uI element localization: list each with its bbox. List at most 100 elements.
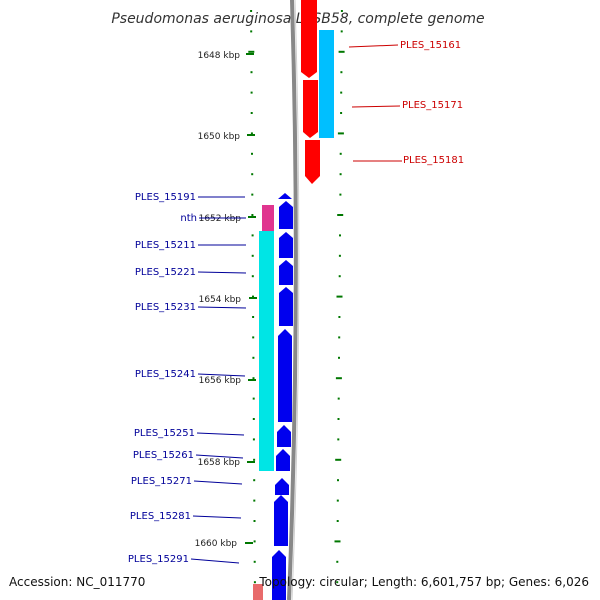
map-title: Pseudomonas aeruginosa LESB58, complete … <box>111 11 484 27</box>
label-leader-ples-15281 <box>192 515 242 519</box>
scale-tick <box>250 30 253 33</box>
kbp-label-1660: 1660 kbp <box>195 539 238 549</box>
label-ples-15261[interactable]: PLES_15261 <box>133 450 194 461</box>
reverse-labels: PLES_15191 nth PLES_15211 PLES_15221 PLE… <box>128 192 247 565</box>
label-ples-15221[interactable]: PLES_15221 <box>135 267 196 278</box>
accession-text: Accession: NC_011770 <box>9 575 145 589</box>
scale-tick <box>335 377 342 380</box>
forward-gene-ples-15161[interactable] <box>301 0 317 78</box>
scale-tick <box>338 254 341 257</box>
label-ples-15211[interactable]: PLES_15211 <box>135 240 196 251</box>
forward-cds-bar <box>319 30 334 138</box>
rna-feature-nth[interactable] <box>262 205 274 231</box>
reverse-gene-ples-15251[interactable] <box>277 425 291 447</box>
scale-tick <box>248 50 255 53</box>
scale-tick <box>251 254 254 257</box>
reverse-gene-ples-15191[interactable] <box>278 193 292 199</box>
label-leader-ples-15231 <box>197 306 247 309</box>
scale-tick <box>337 214 344 216</box>
scale-tick <box>252 336 255 339</box>
scale-tick <box>252 356 255 359</box>
label-ples-15231[interactable]: PLES_15231 <box>135 302 196 313</box>
scale-tick <box>340 10 343 12</box>
scale-tick <box>338 336 341 339</box>
scale-tick <box>337 132 344 135</box>
kbp-label-1656: 1656 kbp <box>199 376 242 386</box>
kbp-label-1652: 1652 kbp <box>199 214 242 224</box>
label-ples-15271[interactable]: PLES_15271 <box>131 476 192 487</box>
label-ples-15181[interactable]: PLES_15181 <box>403 155 464 166</box>
label-ples-15281[interactable]: PLES_15281 <box>130 511 191 522</box>
scale-tick <box>337 418 340 420</box>
scale-tick <box>338 356 340 359</box>
scale-tick <box>253 520 256 522</box>
label-leader-ples-15261 <box>195 454 244 459</box>
reverse-gene-ples-15281[interactable] <box>274 495 288 546</box>
scale-tick <box>334 540 341 543</box>
scale-tick <box>251 214 254 216</box>
reverse-gene-ples-15231[interactable] <box>279 287 293 326</box>
scale-tick <box>336 499 339 502</box>
label-ples-15251[interactable]: PLES_15251 <box>134 428 195 439</box>
scale-tick <box>253 540 256 543</box>
forward-gene-ples-15171[interactable] <box>303 80 318 138</box>
scale-tick <box>253 479 256 482</box>
outer-scale-track <box>334 10 345 584</box>
scale-tick <box>337 397 340 400</box>
genome-summary-text: Topology: circular; Length: 6,601,757 bp… <box>258 575 589 589</box>
scale-tick <box>338 316 341 318</box>
scale-tick <box>251 234 254 237</box>
genome-backbone-highlight <box>291 0 300 600</box>
scale-tick <box>252 418 255 420</box>
scale-tick <box>251 152 253 155</box>
scale-tick <box>252 438 255 441</box>
reverse-gene-ples-15211[interactable] <box>279 232 293 258</box>
scale-tick <box>336 560 339 563</box>
reverse-gene-ples-15291[interactable] <box>272 550 286 600</box>
kbp-tick-1650 <box>247 134 255 136</box>
label-ples-15241[interactable]: PLES_15241 <box>135 369 196 380</box>
scale-tick <box>251 173 254 176</box>
scale-tick <box>252 295 254 298</box>
kbp-tick-1648 <box>246 53 254 55</box>
scale-tick <box>339 234 341 237</box>
scale-tick <box>250 10 253 12</box>
scale-tick <box>337 438 340 441</box>
label-leader-ples-15291 <box>190 558 240 564</box>
label-ples-15171[interactable]: PLES_15171 <box>402 100 463 111</box>
scale-tick <box>250 71 253 74</box>
label-ples-15161[interactable]: PLES_15161 <box>400 40 461 51</box>
scale-tick <box>340 91 343 94</box>
scale-tick <box>252 377 255 380</box>
forward-gene-ples-15181[interactable] <box>305 140 320 184</box>
inner-scale-track <box>248 10 256 584</box>
scale-tick <box>336 520 339 522</box>
scale-tick <box>339 173 342 176</box>
label-leader-ples-15271 <box>193 480 243 485</box>
reverse-gene-nth[interactable] <box>279 201 293 229</box>
reverse-gene-ples-15261[interactable] <box>276 449 290 471</box>
genome-backbone <box>287 0 298 600</box>
kbp-tick-1652 <box>248 216 256 218</box>
scale-tick <box>251 275 254 278</box>
scale-tick <box>252 397 255 400</box>
reverse-gene-ples-15271[interactable] <box>275 478 289 495</box>
scale-tick <box>253 560 256 563</box>
label-leader-ples-15251 <box>196 432 245 436</box>
kbp-label-1654: 1654 kbp <box>199 295 242 305</box>
reverse-gene-ples-15241[interactable] <box>278 329 292 422</box>
label-nth[interactable]: nth <box>180 213 197 224</box>
label-leader-ples-15241 <box>197 373 246 377</box>
label-leader-ples-15161 <box>348 44 399 48</box>
scale-tick <box>253 581 256 584</box>
label-ples-15291[interactable]: PLES_15291 <box>128 554 189 565</box>
scale-tick <box>336 295 343 298</box>
reverse-gene-ples-15221[interactable] <box>279 260 293 285</box>
reverse-cds-bar <box>259 231 274 471</box>
label-ples-15191[interactable]: PLES_15191 <box>135 192 196 203</box>
scale-tick <box>340 71 343 74</box>
kbp-label-1658: 1658 kbp <box>198 458 241 468</box>
scale-tick <box>339 152 342 155</box>
scale-tick <box>338 50 345 53</box>
